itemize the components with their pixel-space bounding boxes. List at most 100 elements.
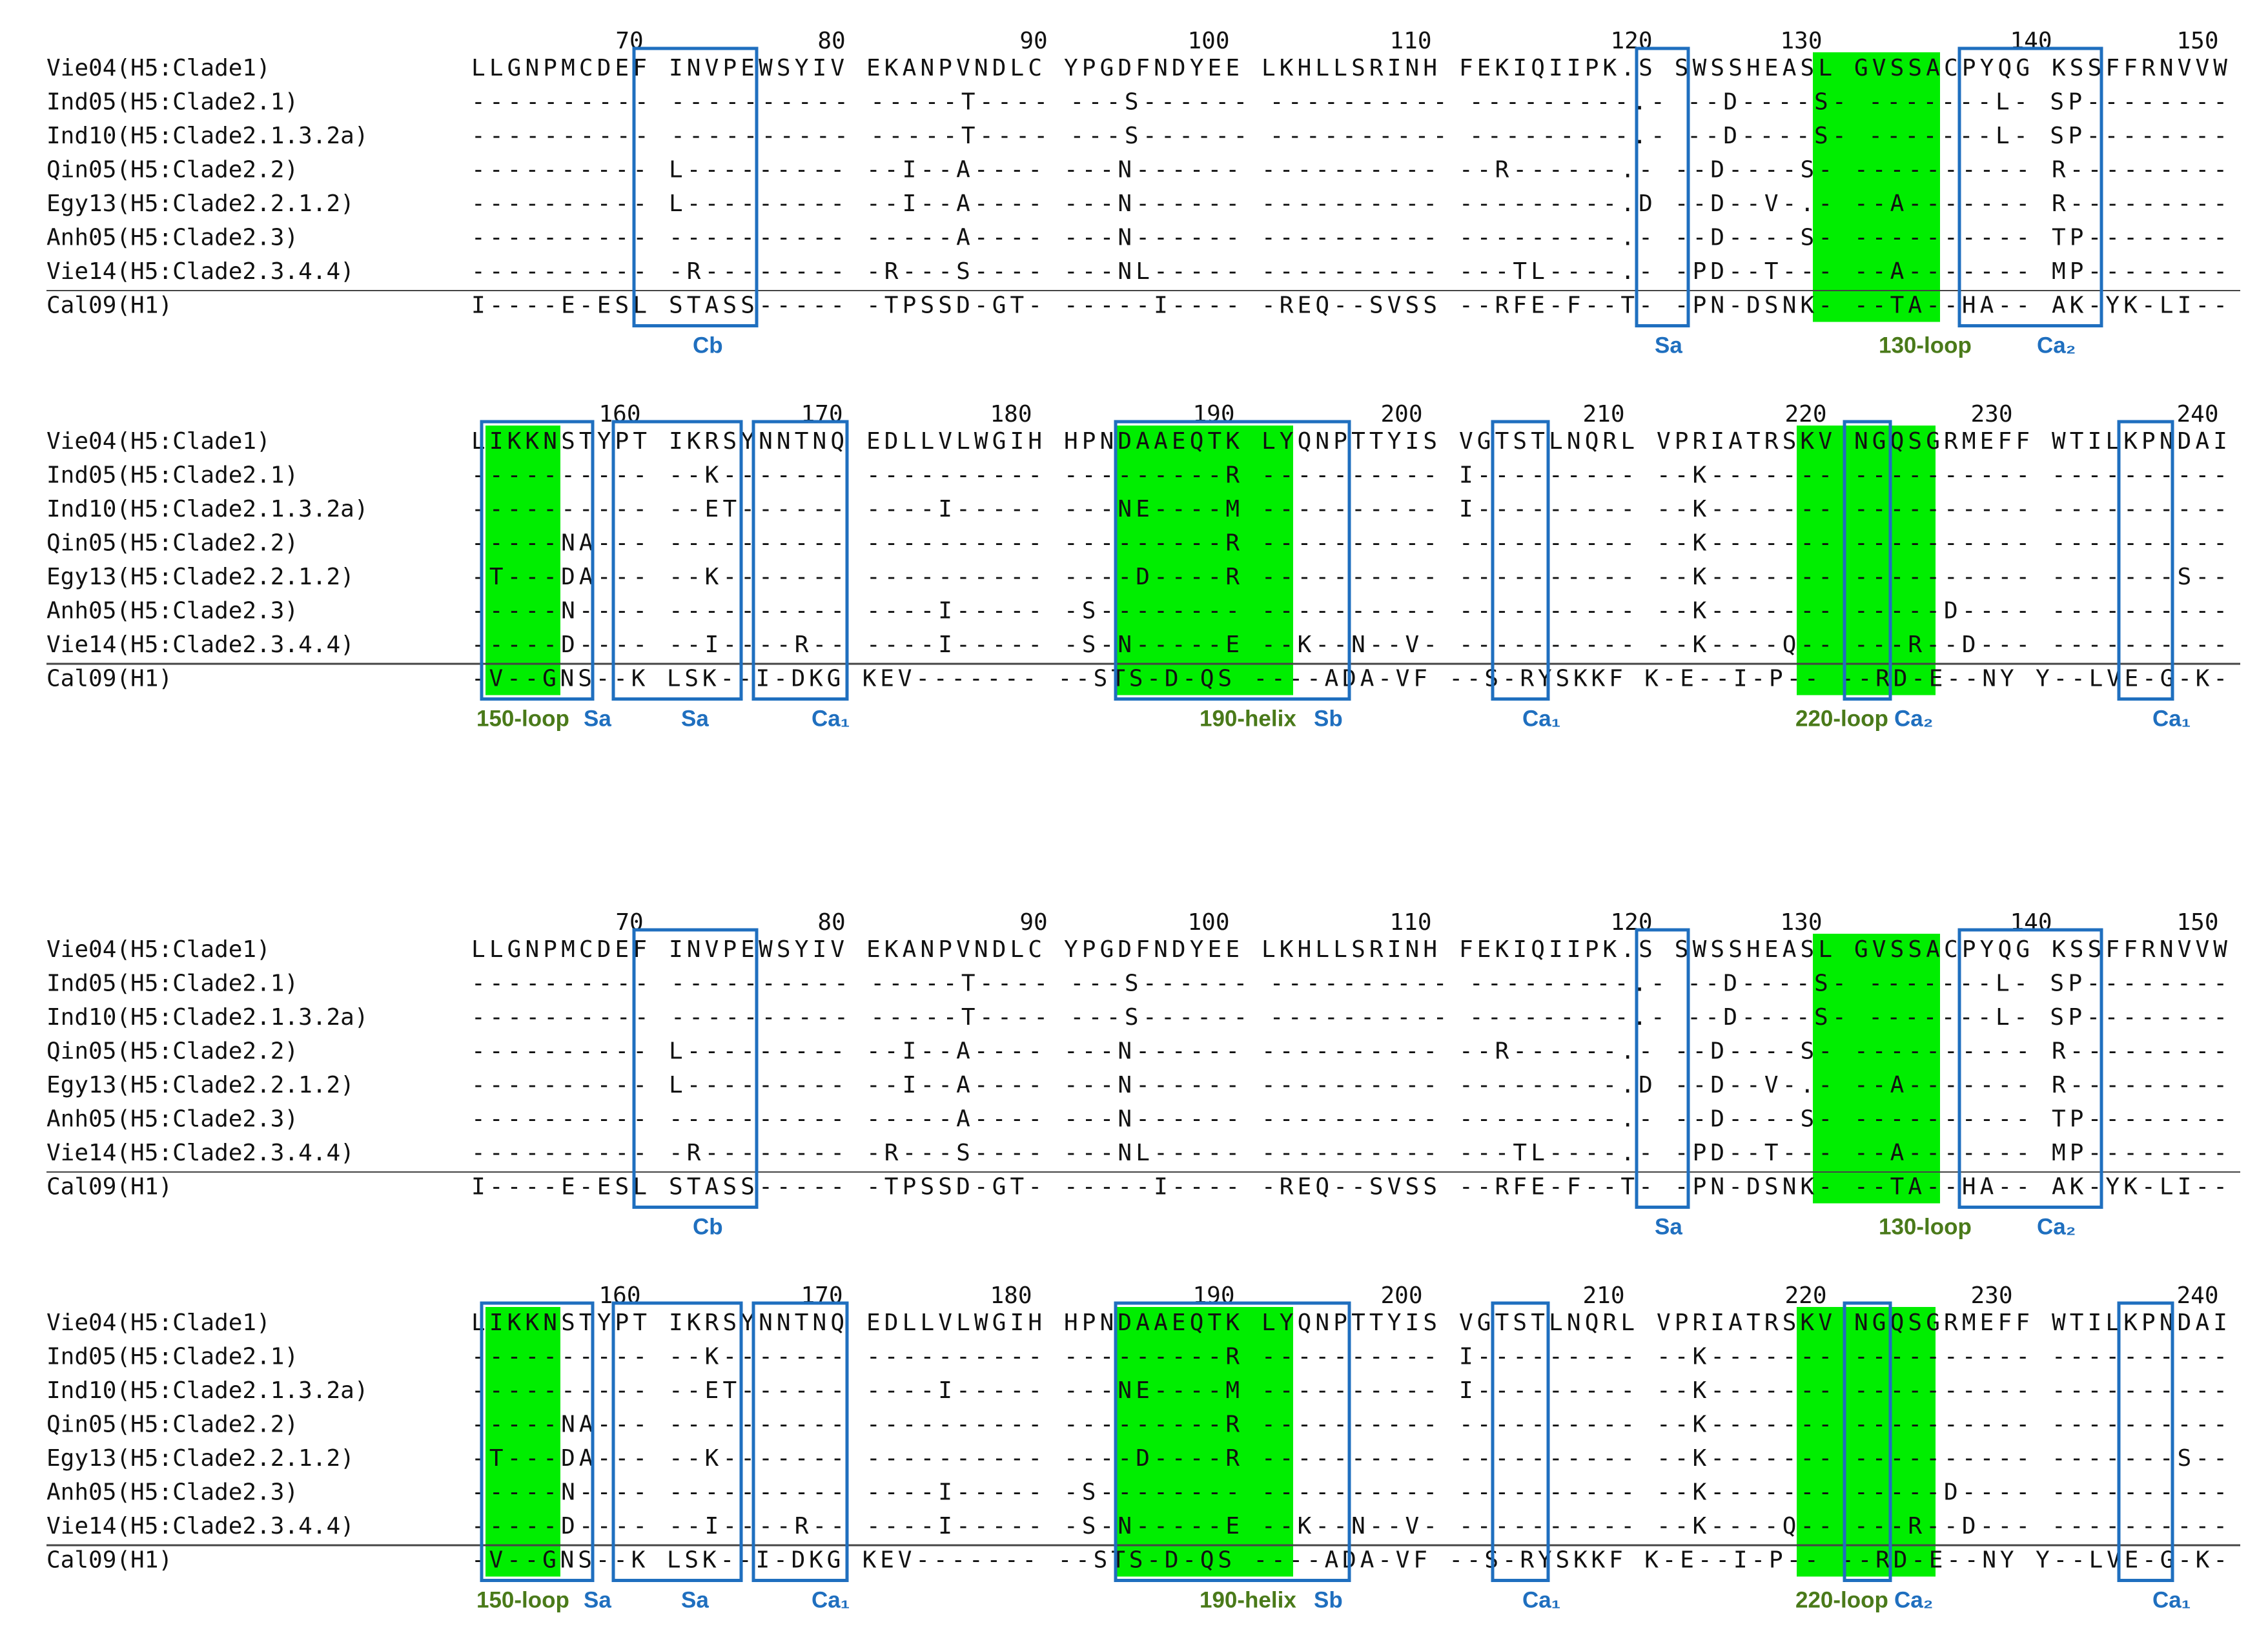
- sequence-residues: I----E-ESL STASS----- -TPSSD-GT- -----I-…: [471, 1174, 2227, 1200]
- antigenic-site-label: Ca₁: [1522, 1588, 1560, 1613]
- antigenic-site-box: [1114, 1301, 1351, 1582]
- sequence-residues: ---------- L--------- --I--A---- ---N---…: [471, 1072, 2227, 1098]
- antigenic-site-box: [611, 1301, 743, 1582]
- antigenic-site-box: [2117, 420, 2174, 701]
- position-tick: 100: [1187, 909, 1229, 936]
- sequence-name: Anh05(H5:Clade2.3): [46, 1106, 298, 1133]
- sequence-residues: I----E-ESL STASS----- -TPSSD-GT- -----I-…: [471, 293, 2227, 319]
- structural-region-label: 190-helix: [1200, 1588, 1296, 1613]
- sequence-name: Ind05(H5:Clade2.1): [46, 971, 298, 997]
- antigenic-site-box: [632, 928, 759, 1209]
- position-tick: 170: [801, 401, 843, 427]
- sequence-residues: LLGNPMCDEF INVPEWSYIV EKANPVNDLC YPGDFND…: [471, 936, 2227, 963]
- position-tick: 70: [615, 28, 643, 54]
- position-tick: 200: [1380, 401, 1422, 427]
- highlight-column: [1116, 1307, 1293, 1577]
- position-tick: 230: [1970, 401, 2012, 427]
- structural-region-label: 190-helix: [1200, 706, 1296, 732]
- sequence-residues: ---------- L--------- --I--A---- ---N---…: [471, 157, 2227, 183]
- sequence-name: Qin05(H5:Clade2.2): [46, 1038, 298, 1065]
- position-tick: 110: [1389, 909, 1431, 936]
- antigenic-site-box: [751, 420, 849, 701]
- position-tick: 140: [2010, 909, 2052, 936]
- antigenic-site-box: [1843, 1301, 1892, 1582]
- antigenic-site-label: Ca₂: [2037, 333, 2076, 358]
- highlight-column: [485, 426, 560, 695]
- antigenic-site-label: Ca₁: [2152, 706, 2191, 732]
- position-tick: 90: [1019, 28, 1047, 54]
- sequence-residues: ---------- ---------- -----T---- ---S---…: [471, 971, 2227, 997]
- structural-region-label: 130-loop: [1879, 333, 1972, 358]
- antigenic-site-box: [480, 420, 595, 701]
- sequence-name: Ind05(H5:Clade2.1): [46, 462, 298, 489]
- structural-region-label: 220-loop: [1795, 706, 1888, 732]
- sequence-name: Cal09(H1): [46, 293, 172, 319]
- position-tick: 200: [1380, 1282, 1422, 1309]
- antigenic-site-label: Ca₁: [812, 706, 850, 732]
- position-tick: 160: [598, 1282, 640, 1309]
- antigenic-site-box: [480, 1301, 595, 1582]
- highlight-column: [485, 1307, 560, 1577]
- sequence-residues: ---------- ---------- -----A---- ---N---…: [471, 225, 2227, 251]
- antigenic-site-label: Sa: [681, 1588, 709, 1613]
- antigenic-site-box: [1635, 928, 1690, 1209]
- structural-region-label: 150-loop: [476, 706, 569, 732]
- position-tick: 80: [817, 909, 845, 936]
- position-tick: 150: [2176, 909, 2218, 936]
- sequence-name: Ind10(H5:Clade2.1.3.2a): [46, 123, 369, 149]
- highlight-column: [1797, 426, 1936, 695]
- sequence-residues: ---------- ---------- -----T---- ---S---…: [471, 1004, 2227, 1031]
- sequence-residues: ---------- ---------- -----T---- ---S---…: [471, 89, 2227, 116]
- position-tick: 210: [1582, 1282, 1624, 1309]
- antigenic-site-box: [632, 46, 759, 327]
- sequence-name: Vie14(H5:Clade2.3.4.4): [46, 1140, 354, 1166]
- sequence-residues: ---------- L--------- --I--A---- ---N---…: [471, 1038, 2227, 1065]
- antigenic-site-label: Ca₁: [812, 1588, 850, 1613]
- antigenic-site-box: [1957, 928, 2103, 1209]
- highlight-column: [1813, 52, 1940, 322]
- sequence-name: Vie14(H5:Clade2.3.4.4): [46, 258, 354, 285]
- antigenic-site-label: Ca₂: [1894, 706, 1933, 732]
- sequence-residues: ---------- -R-------- -R---S---- ---NL--…: [471, 1140, 2227, 1166]
- position-tick: 220: [1784, 1282, 1826, 1309]
- highlight-column: [1116, 426, 1293, 695]
- sequence-name: Egy13(H5:Clade2.2.1.2): [46, 1072, 354, 1098]
- antigenic-site-box: [1114, 420, 1351, 701]
- position-tick: 110: [1389, 28, 1431, 54]
- position-tick: 130: [1780, 28, 1822, 54]
- position-tick: 130: [1780, 909, 1822, 936]
- sequence-residues: LLGNPMCDEF INVPEWSYIV EKANPVNDLC YPGDFND…: [471, 55, 2227, 81]
- sequence-name: Vie04(H5:Clade1): [46, 936, 271, 963]
- position-tick: 90: [1019, 909, 1047, 936]
- antigenic-site-label: Cb: [693, 1215, 723, 1240]
- sequence-residues: ---------- ---------- -----A---- ---N---…: [471, 1106, 2227, 1133]
- antigenic-site-label: Sa: [681, 706, 709, 732]
- position-tick: 180: [990, 1282, 1032, 1309]
- sequence-residues: ---------- L--------- --I--A---- ---N---…: [471, 190, 2227, 217]
- antigenic-site-box: [1635, 46, 1690, 327]
- sequence-name: Anh05(H5:Clade2.3): [46, 598, 298, 624]
- sequence-name: Egy13(H5:Clade2.2.1.2): [46, 1445, 354, 1472]
- sequence-name: Vie04(H5:Clade1): [46, 55, 271, 81]
- position-tick: 190: [1192, 401, 1234, 427]
- sequence-name: Vie14(H5:Clade2.3.4.4): [46, 1513, 354, 1539]
- antigenic-site-box: [1957, 46, 2103, 327]
- position-tick: 150: [2176, 28, 2218, 54]
- structural-region-label: 130-loop: [1879, 1215, 1972, 1240]
- sequence-name: Cal09(H1): [46, 1174, 172, 1200]
- sequence-name: Qin05(H5:Clade2.2): [46, 157, 298, 183]
- sequence-name: Vie04(H5:Clade1): [46, 1310, 271, 1336]
- sequence-name: Cal09(H1): [46, 666, 172, 692]
- position-tick: 100: [1187, 28, 1229, 54]
- sequence-residues: ---------- ---------- -----T---- ---S---…: [471, 123, 2227, 149]
- antigenic-site-box: [1843, 420, 1892, 701]
- antigenic-site-box: [751, 1301, 849, 1582]
- position-tick: 190: [1192, 1282, 1234, 1309]
- highlight-column: [1797, 1307, 1936, 1577]
- position-tick: 210: [1582, 401, 1624, 427]
- position-tick: 80: [817, 28, 845, 54]
- position-tick: 240: [2176, 1282, 2218, 1309]
- position-tick: 220: [1784, 401, 1826, 427]
- sequence-name: Ind05(H5:Clade2.1): [46, 89, 298, 116]
